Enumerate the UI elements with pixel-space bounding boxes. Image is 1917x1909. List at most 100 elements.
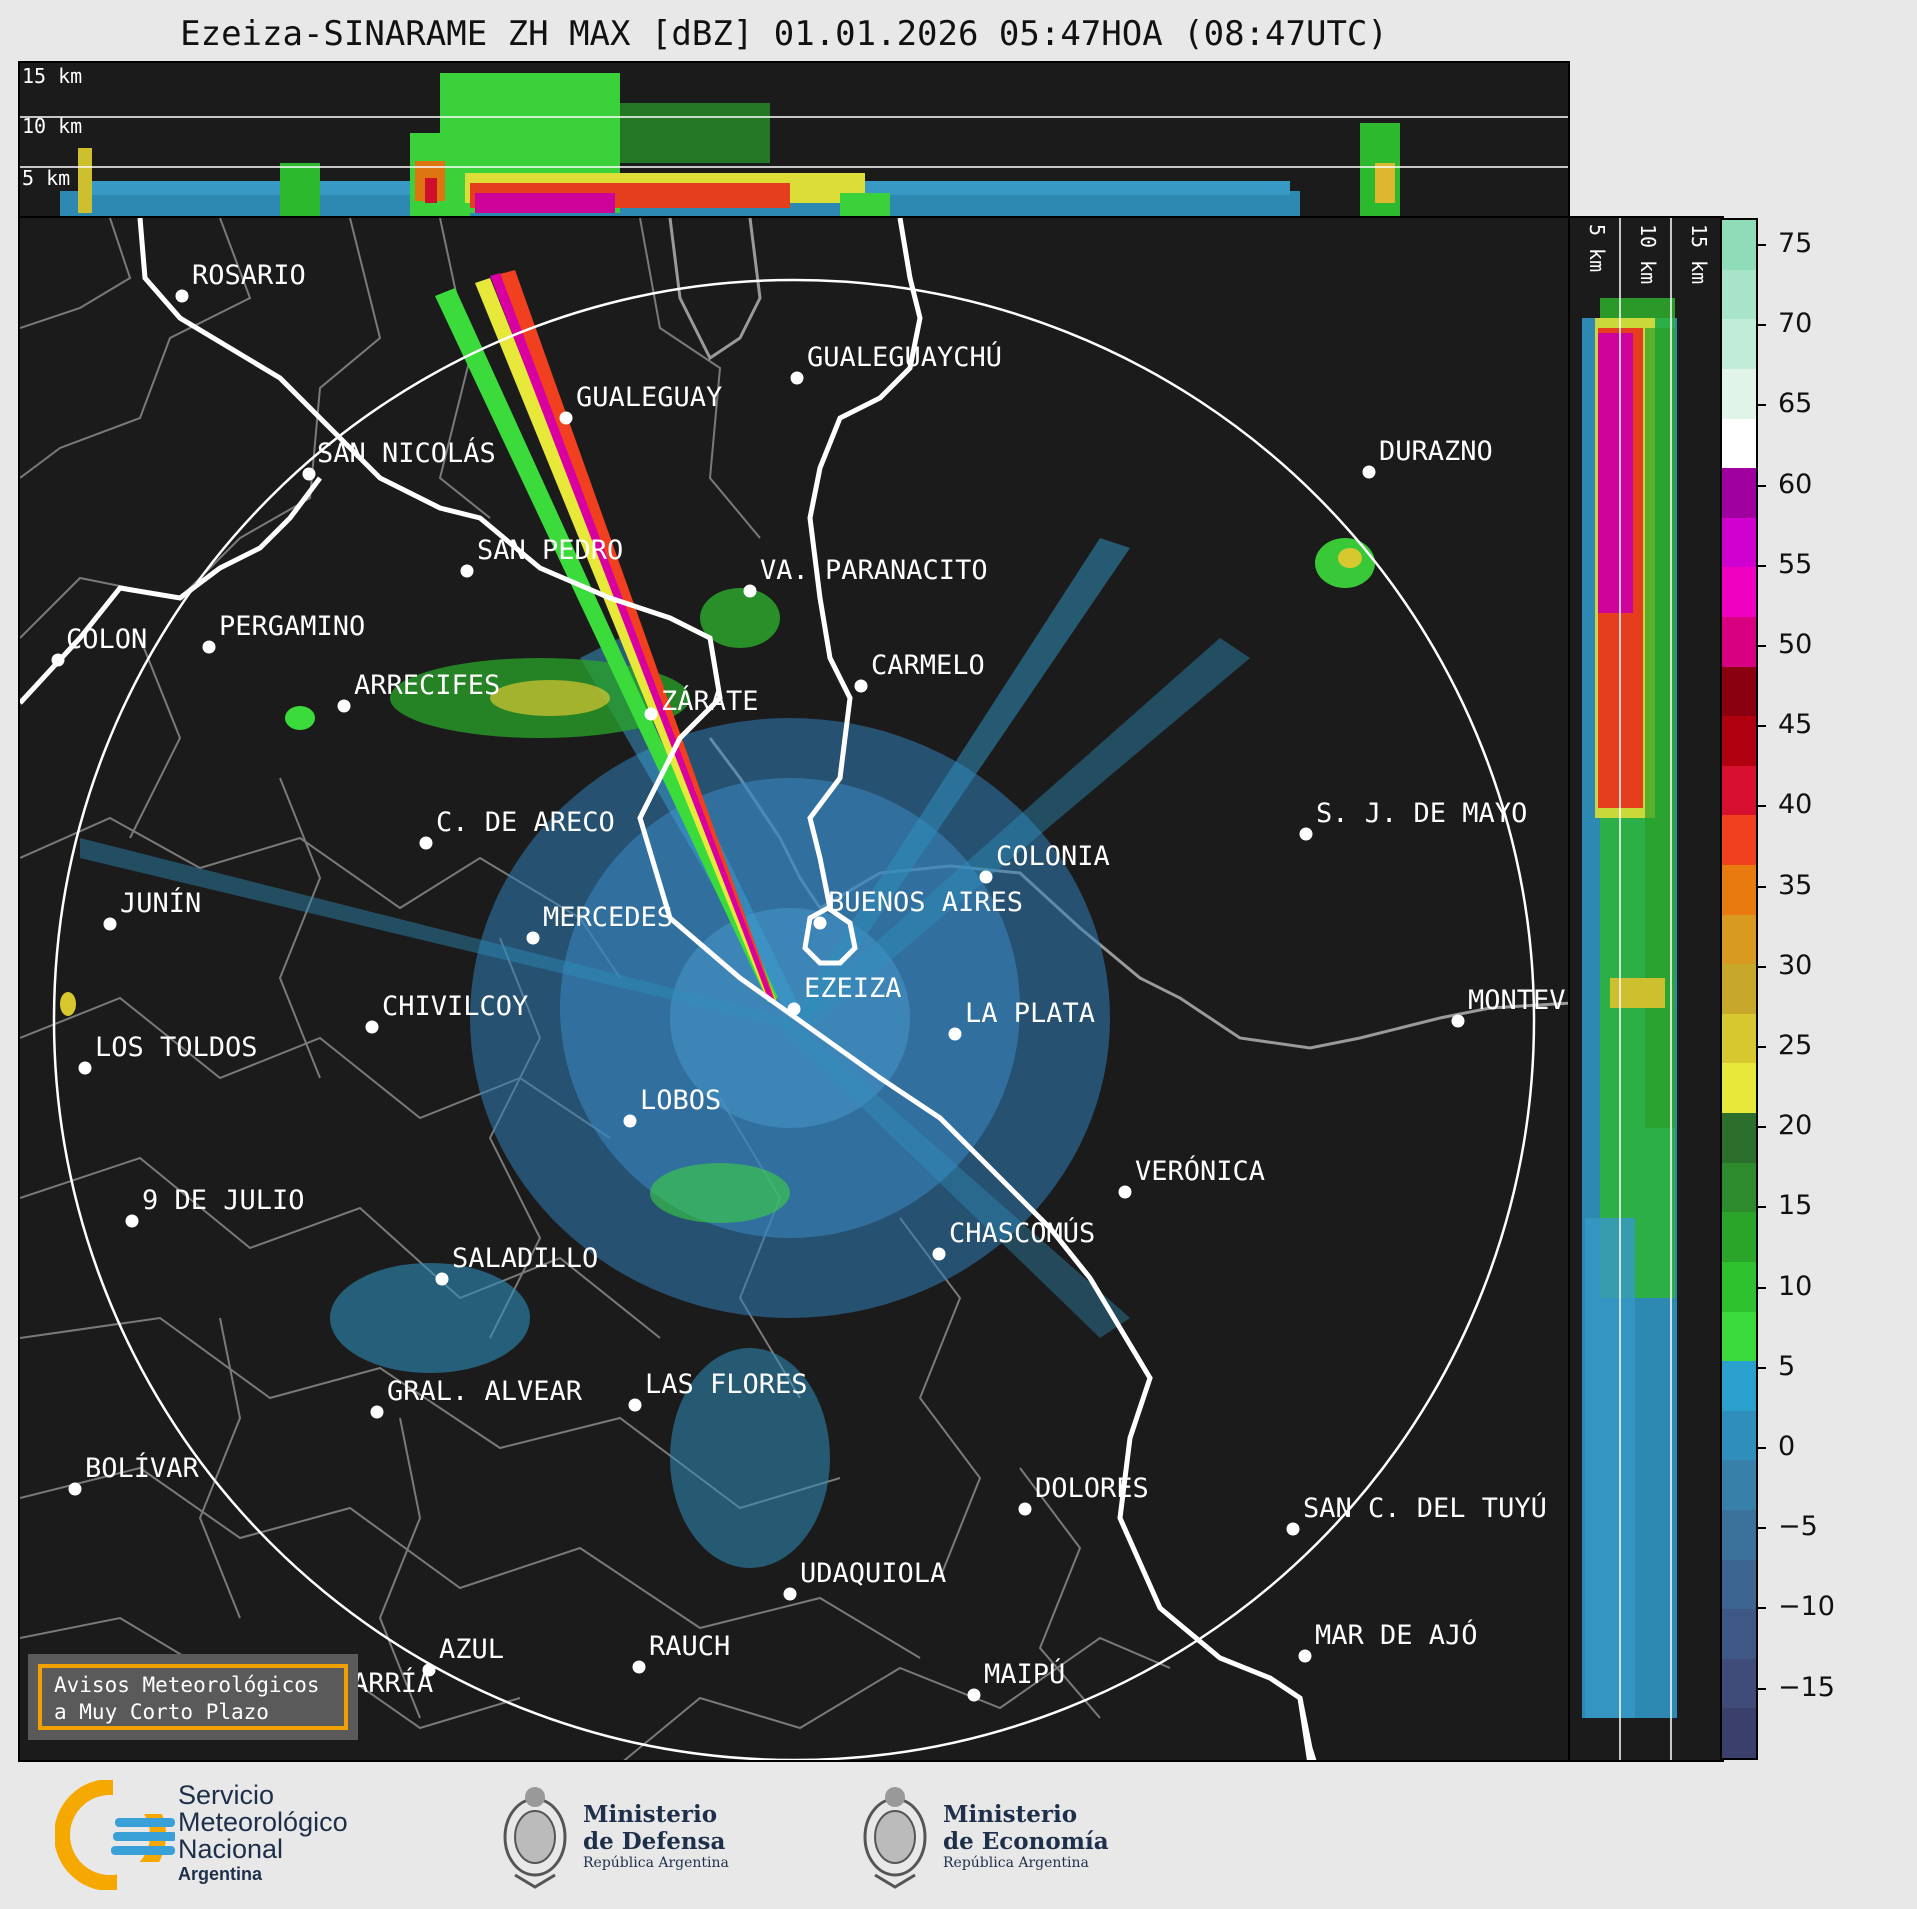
smn-line-3: Nacional (178, 1834, 284, 1864)
colorbar-tick-mark (1758, 965, 1766, 968)
city-marker: MAR DE AJÓ (1298, 1619, 1478, 1663)
top-height-10: 10 km (22, 114, 82, 138)
city-dot (790, 371, 804, 385)
city-dot (435, 1272, 449, 1286)
city-dot (125, 1214, 139, 1228)
city-dot (370, 1405, 384, 1419)
city-label: BOLÍVAR (85, 1452, 200, 1484)
colorbar-tick-mark (1758, 1206, 1766, 1209)
city-marker: COLONIA (979, 841, 1110, 884)
economia-line-2: de Economía (943, 1828, 1109, 1855)
city-marker: MERCEDES (526, 902, 673, 945)
city-dot (202, 640, 216, 654)
colorbar-segment (1722, 1361, 1756, 1411)
city-label: VA. PARANACITO (760, 555, 988, 586)
colorbar-tick: 40 (1778, 789, 1813, 821)
colorbar-segment (1722, 1063, 1756, 1114)
warning-box[interactable]: Avisos Meteorológicos a Muy Corto Plazo (28, 1654, 358, 1740)
city-marker: LAS FLORES (628, 1369, 808, 1412)
colorbar-tick: −15 (1778, 1671, 1835, 1703)
colorbar-tick-mark (1758, 484, 1766, 487)
city-dot (78, 1061, 92, 1075)
colorbar-tick-mark (1758, 1126, 1766, 1129)
city-label: CARMELO (871, 650, 985, 681)
city-dot (559, 411, 573, 425)
colorbar-segment (1722, 1212, 1756, 1262)
warning-line-1: Avisos Meteorológicos (54, 1673, 320, 1697)
city-label: SAN PEDRO (477, 535, 623, 566)
colorbar-tick: 45 (1778, 709, 1813, 741)
colorbar-tick: 55 (1778, 548, 1813, 580)
defensa-line-3: República Argentina (583, 1855, 729, 1871)
city-marker: AZUL (422, 1634, 504, 1677)
city-dot (1298, 1649, 1312, 1663)
colorbar-tick-mark (1758, 1687, 1766, 1690)
city-label: AZUL (439, 1634, 504, 1665)
city-marker: S. J. DE MAYO (1299, 798, 1527, 841)
city-marker: LOS TOLDOS (78, 1032, 258, 1075)
colorbar-tick: 75 (1778, 228, 1813, 259)
city-label: COLON (66, 624, 147, 655)
city-marker: BUENOS AIRES (813, 887, 1023, 930)
city-marker: COLON (51, 624, 147, 667)
side-cross-section-panel: 5 km 10 km 15 km (1568, 216, 1724, 1762)
colorbar-segment (1722, 468, 1756, 518)
side-height-5: 5 km (1585, 224, 1609, 272)
city-label: LOBOS (640, 1085, 721, 1116)
city-dot (302, 467, 316, 481)
city-label: CHIVILCOY (382, 991, 528, 1022)
colorbar-tick: 0 (1778, 1431, 1796, 1462)
city-dot (1362, 465, 1376, 479)
city-dot (68, 1482, 82, 1496)
city-label: MONTEVIDEO (1468, 985, 1570, 1016)
city-marker: CHIVILCOY (365, 991, 528, 1034)
city-marker: SAN NICOLÁS (302, 437, 496, 481)
city-dot (813, 916, 827, 930)
colorbar-segment (1722, 418, 1756, 469)
city-dot (1286, 1522, 1300, 1536)
colorbar-segment (1722, 1509, 1756, 1560)
city-dot (787, 1002, 801, 1016)
city-label: S. J. DE MAYO (1316, 798, 1527, 829)
colorbar-segment (1722, 220, 1756, 270)
city-dot (175, 289, 189, 303)
coat-of-arms-icon (503, 1787, 567, 1889)
city-marker: MAIPÚ (967, 1658, 1065, 1702)
city-dot (103, 917, 117, 931)
colorbar-tick: 10 (1778, 1270, 1813, 1302)
city-dot (783, 1587, 797, 1601)
city-marker: RAUCH (632, 1631, 730, 1674)
coat-of-arms-icon (863, 1787, 927, 1889)
city-label: MERCEDES (543, 902, 673, 933)
colorbar-tick-mark (1758, 645, 1766, 647)
colorbar-segment (1722, 368, 1756, 419)
colorbar-tick-mark (1758, 1046, 1766, 1048)
city-dot (979, 870, 993, 884)
city-label: GUALEGUAY (576, 382, 722, 413)
side-height-15: 15 km (1687, 224, 1711, 284)
city-label: C. DE ARECO (436, 807, 615, 838)
radar-echo-area (60, 538, 1375, 1568)
colorbar-tick: 60 (1778, 468, 1813, 500)
colorbar-tick-mark (1758, 1607, 1766, 1610)
city-marker: C. DE ARECO (419, 807, 615, 850)
radar-map-panel: ROSARIO GUALEGUAYCHÚ GUALEGUAY SAN NICOLÁS D… (18, 216, 1570, 1762)
colorbar-segment (1722, 1658, 1756, 1709)
colorbar-tick: 50 (1778, 629, 1813, 660)
city-marker: ARRECIFES (337, 670, 500, 713)
colorbar-tick-mark (1758, 1527, 1766, 1530)
colorbar-segment (1722, 666, 1756, 717)
city-marker: 9 DE JULIO (125, 1185, 305, 1228)
city-label: LAS FLORES (645, 1369, 808, 1400)
city-dot (967, 1688, 981, 1702)
city-dot (422, 1663, 436, 1677)
colorbar-tick: −10 (1778, 1591, 1835, 1623)
colorbar-segment (1722, 269, 1756, 320)
colorbar-tick-mark (1758, 1286, 1766, 1289)
smn-line-1: Servicio (178, 1780, 275, 1810)
city-dot (1018, 1502, 1032, 1516)
colorbar-segment (1722, 1708, 1756, 1758)
colorbar-tick-mark (1758, 885, 1766, 888)
smn-line-4: Argentina (178, 1864, 263, 1884)
city-dot (932, 1247, 946, 1261)
